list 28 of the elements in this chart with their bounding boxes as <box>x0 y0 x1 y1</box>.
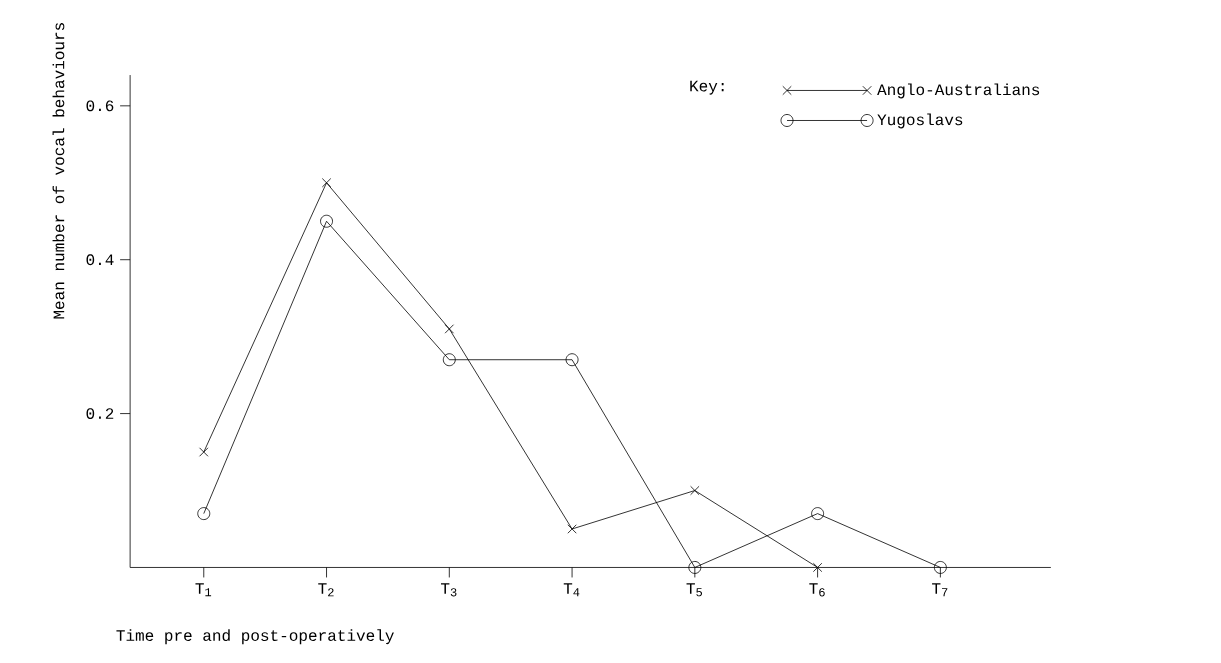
point <box>688 561 702 575</box>
point <box>812 563 823 573</box>
point <box>690 486 700 496</box>
point <box>321 178 332 188</box>
point <box>442 353 456 367</box>
point <box>567 524 577 534</box>
x-tick-label: T$_{1}$ <box>195 583 212 597</box>
point <box>320 215 333 228</box>
x-tick-label: T$_{6}$ <box>809 583 825 597</box>
legend-title: Key: <box>690 81 724 95</box>
point <box>933 561 947 575</box>
y-tick-label: 0.6 <box>86 100 114 112</box>
x-tick-label: T$_{2}$ <box>318 583 334 597</box>
x-tick-label: T$_{5}$ <box>686 583 703 597</box>
legend-label: Anglo-Australians <box>877 83 1040 99</box>
x-tick-label: T$_{3}$ <box>440 583 457 597</box>
point <box>444 324 454 334</box>
y-tick-label: 0.4 <box>86 254 114 266</box>
x-tick-label: T$_{4}$ <box>563 583 580 597</box>
x-tick-label: T$_{7}$ <box>932 583 948 597</box>
point <box>199 447 209 457</box>
y-axis-title: Mean number of vocal behaviours <box>52 23 65 319</box>
point <box>811 507 825 521</box>
point <box>197 507 211 521</box>
legend-label: Yugoslavs <box>877 113 963 129</box>
y-tick-label: 0.2 <box>86 408 114 420</box>
x-axis-title: Time pre and post-operatively <box>116 629 394 645</box>
point <box>565 353 579 367</box>
